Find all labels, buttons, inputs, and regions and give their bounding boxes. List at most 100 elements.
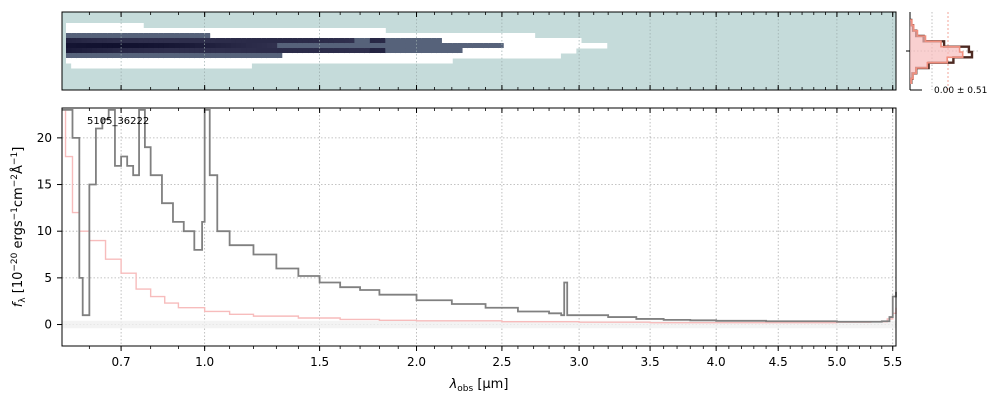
pixel xyxy=(287,28,294,34)
pixel xyxy=(503,48,510,54)
pixel xyxy=(596,43,603,49)
pixel xyxy=(364,53,371,59)
pixel xyxy=(235,48,242,54)
pixel xyxy=(272,33,278,39)
pixel xyxy=(127,33,134,39)
pixel xyxy=(313,53,319,59)
pixel xyxy=(194,38,201,44)
pixel xyxy=(158,53,165,59)
spectrum-2d-ticks xyxy=(88,12,894,90)
pixel xyxy=(81,23,88,29)
pixel xyxy=(426,33,433,39)
pixel xyxy=(467,33,474,39)
pixel xyxy=(199,38,206,44)
pixel xyxy=(277,33,283,39)
pixel xyxy=(544,53,551,59)
pixel xyxy=(225,28,232,34)
pixel xyxy=(421,58,427,64)
pixel xyxy=(112,28,118,34)
pixel xyxy=(380,38,386,44)
pixel xyxy=(431,53,438,59)
pixel xyxy=(395,53,402,59)
pixel xyxy=(390,48,397,54)
pixel xyxy=(354,48,361,54)
pixel xyxy=(508,33,515,39)
pixel xyxy=(205,33,211,39)
pixel xyxy=(529,33,536,39)
pixel xyxy=(169,58,175,64)
pixel xyxy=(189,58,196,64)
pixel xyxy=(328,53,335,59)
pixel xyxy=(416,38,422,44)
pixel xyxy=(194,58,201,64)
profile-fill xyxy=(910,20,963,84)
pixel xyxy=(241,58,247,64)
pixel xyxy=(333,48,340,54)
pixel xyxy=(184,43,191,49)
pixel xyxy=(323,33,330,39)
pixel xyxy=(127,38,134,44)
pixel xyxy=(369,53,376,59)
pixel xyxy=(225,58,232,64)
pixel xyxy=(86,33,93,39)
object-id-label: 5105_36222 xyxy=(87,116,149,127)
pixel xyxy=(225,43,232,49)
pixel xyxy=(375,48,381,54)
pixel xyxy=(287,53,294,59)
pixel xyxy=(426,48,433,54)
pixel xyxy=(416,48,422,54)
pixel xyxy=(148,58,155,64)
pixel xyxy=(102,28,108,34)
pixel xyxy=(416,58,422,64)
pixel xyxy=(333,58,340,64)
pixel xyxy=(550,43,556,49)
pixel xyxy=(71,38,77,44)
pixel xyxy=(143,63,149,69)
pixel xyxy=(328,48,335,54)
pixel xyxy=(282,28,288,34)
pixel xyxy=(488,43,494,49)
pixel xyxy=(143,28,149,34)
pixel xyxy=(158,43,165,49)
pixel xyxy=(354,43,361,49)
pixel xyxy=(261,38,268,44)
pixel xyxy=(86,53,93,59)
pixel xyxy=(488,53,494,59)
pixel xyxy=(349,48,355,54)
pixel xyxy=(441,48,448,54)
pixel xyxy=(302,43,309,49)
pixel xyxy=(261,48,268,54)
y-tick-label: 15 xyxy=(37,178,52,192)
pixel xyxy=(66,23,72,29)
pixel xyxy=(436,43,443,49)
pixel xyxy=(524,43,530,49)
pixel xyxy=(71,33,77,39)
pixel xyxy=(199,53,206,59)
pixel xyxy=(565,43,572,49)
pixel xyxy=(112,53,118,59)
pixel xyxy=(390,53,397,59)
pixel xyxy=(308,38,314,44)
pixel xyxy=(174,28,180,34)
x-axis-ticks: 0.7 1.0 1.5 2.0 2.5 3.0 3.5 4.0 4.5 5.0 5.5 xyxy=(88,108,902,369)
pixel xyxy=(385,43,391,49)
pixel xyxy=(380,33,386,39)
pixel xyxy=(112,33,118,39)
pixel xyxy=(246,38,252,44)
pixel xyxy=(179,53,185,59)
x-tick-label: 1.0 xyxy=(195,355,214,369)
x-tick-label: 3.5 xyxy=(641,355,660,369)
pixel xyxy=(71,28,77,34)
pixel xyxy=(71,23,77,29)
pixel xyxy=(184,38,191,44)
pixel xyxy=(344,53,350,59)
pixel xyxy=(91,38,98,44)
pixel xyxy=(349,53,355,59)
pixel xyxy=(333,43,340,49)
pixel xyxy=(91,58,98,64)
pixel xyxy=(96,53,103,59)
pixel xyxy=(138,53,144,59)
pixel xyxy=(457,38,464,44)
pixel xyxy=(354,38,361,44)
pixel xyxy=(251,48,258,54)
